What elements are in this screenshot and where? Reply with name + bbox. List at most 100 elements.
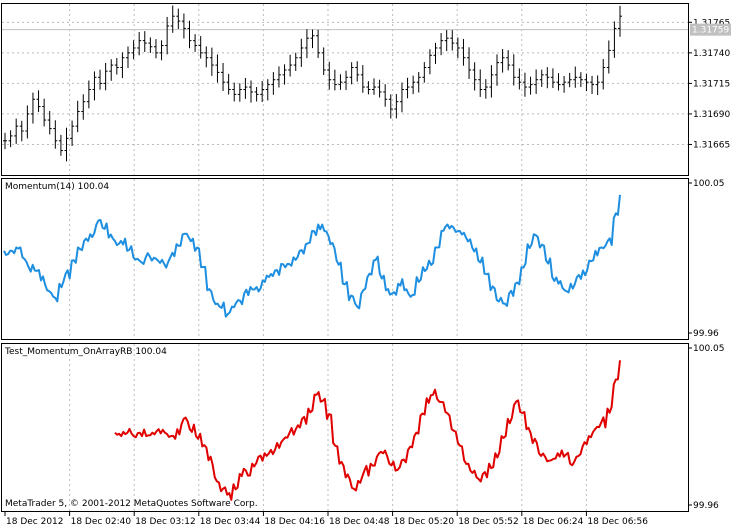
price-bar [293,52,298,71]
price-bar [394,94,399,119]
price-bar [114,58,119,75]
price-bar [562,76,567,93]
price-bar [8,130,13,148]
time-tick-label: 18 Dec 05:20 [394,517,455,527]
price-bar [148,37,153,54]
time-axis: 18 Dec 2012 18 Dec 02:40 18 Dec 03:12 18 De… [4,511,648,527]
price-bar [243,77,248,99]
price-bar [25,105,30,139]
price-bar [388,94,393,119]
price-bar [304,29,309,59]
price-bar [495,54,499,86]
price-bar [181,13,186,39]
price-bar [467,47,472,79]
price-bar [522,72,527,97]
price-bar [472,62,477,91]
price-bar [237,83,242,102]
price-bar [14,118,19,144]
price-bar [411,75,416,95]
time-tick-label: 18 Dec 03:12 [135,517,196,527]
price-bar [126,46,130,69]
price-bar [573,66,578,88]
price-bar [399,82,404,113]
price-axis: 1.31765 1.31740 1.31715 1.31690 1.31665 1.317… [688,18,731,511]
price-bar [455,37,460,59]
price-bar [215,54,220,83]
test-momentum-panel-title: Test_Momentum_OnArrayRB 100.04 [4,347,167,357]
time-tick-label: 18 Dec 05:52 [458,517,519,527]
price-bar [271,72,276,95]
price-bar [30,92,35,124]
price-bar [176,8,181,30]
price-bar [131,40,136,60]
price-bar [556,73,561,91]
price-bar [550,68,555,88]
momentum-line-group [3,194,621,318]
time-tick-label: 18 Dec 04:16 [264,517,325,527]
price-bar [187,20,192,49]
price-bar [98,69,103,90]
price-bar [344,70,349,91]
price-tick-label: 1.31765 [693,18,730,28]
price-bar [377,79,382,98]
price-bar [578,72,583,87]
price-bar [288,54,293,77]
time-tick-label: 18 Dec 02:40 [71,517,132,527]
price-tick-label: 1.31665 [693,140,730,150]
price-bar [360,65,365,93]
price-bar [260,81,265,102]
price-bar [584,73,589,92]
price-bar [103,62,108,91]
price-bar [416,71,421,93]
price-bar [355,61,360,82]
price-bar [153,39,158,59]
price-bar [489,65,494,98]
price-bar [545,67,550,89]
custom-momentum-panel-frame [1,343,689,512]
price-bar [120,52,125,79]
price-bar [198,36,203,59]
price-bar [276,66,281,88]
price-bar [450,30,455,51]
price-bar [601,58,606,90]
test-momentum-line-group [114,360,621,501]
price-tick-label: 1.31715 [693,79,730,89]
price-panel-frame [1,3,689,176]
price-bar [567,72,572,88]
price-bar [19,120,24,142]
momentum-tick-label: 99.96 [693,329,719,339]
price-bar [170,5,175,33]
price-bar [444,30,449,52]
price-bar [338,74,343,90]
time-tick-label: 18 Dec 2012 [6,517,64,527]
price-bar [159,40,164,61]
price-bar [299,38,304,67]
price-bar [366,81,371,95]
price-bar [534,69,539,94]
price-bar [47,111,52,135]
price-bar [232,82,237,102]
momentum-line [3,194,621,318]
price-bar [310,29,315,49]
price-bar [506,50,511,71]
price-bar [86,80,91,109]
price-bar [221,62,226,91]
price-bar [209,47,214,76]
price-bar [478,69,483,97]
price-bar [528,76,533,95]
price-tick-label: 1.31690 [693,110,730,120]
price-bar [282,64,287,85]
price-bar [606,40,611,74]
price-bar [618,5,622,37]
time-tick-label: 18 Dec 06:24 [523,517,584,527]
price-bar [42,98,47,127]
current-price-box [690,23,731,36]
price-bar [595,75,600,96]
price-bar [427,49,432,75]
price-bar [316,29,321,58]
price-bar [612,21,617,58]
price-bar [265,79,270,101]
panel-frames [1,3,689,512]
momentum-panel-frame [1,178,689,340]
